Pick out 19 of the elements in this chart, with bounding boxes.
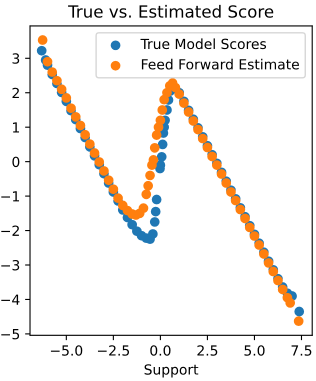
y-tick-label: −1 <box>1 191 20 202</box>
y-tick-label: 3 <box>12 53 20 64</box>
x-tick-label: −2.5 <box>98 345 130 356</box>
y-tick-label: 0 <box>12 156 20 168</box>
x-tick-label: 7.5 <box>292 345 312 356</box>
legend-label: Feed Forward Estimate <box>142 58 299 70</box>
x-tick-label: 2.5 <box>197 345 218 356</box>
y-tick-label: −3 <box>1 260 20 270</box>
x-tick-label: 5.0 <box>244 345 265 356</box>
x-axis-title: Support <box>144 364 198 378</box>
y-tick-label: 2 <box>12 88 19 98</box>
y-tick-label: −4 <box>1 294 20 305</box>
x-tick-label: −5.0 <box>50 345 82 356</box>
chart-title: True vs. Estimated Score <box>68 4 274 18</box>
x-tick-label: 0.0 <box>150 345 171 356</box>
y-tick-label: −5 <box>1 329 20 340</box>
legend-label: True Model Scores <box>140 38 266 50</box>
y-tick-label: −2 <box>1 226 19 236</box>
y-tick-label: 1 <box>12 122 20 132</box>
